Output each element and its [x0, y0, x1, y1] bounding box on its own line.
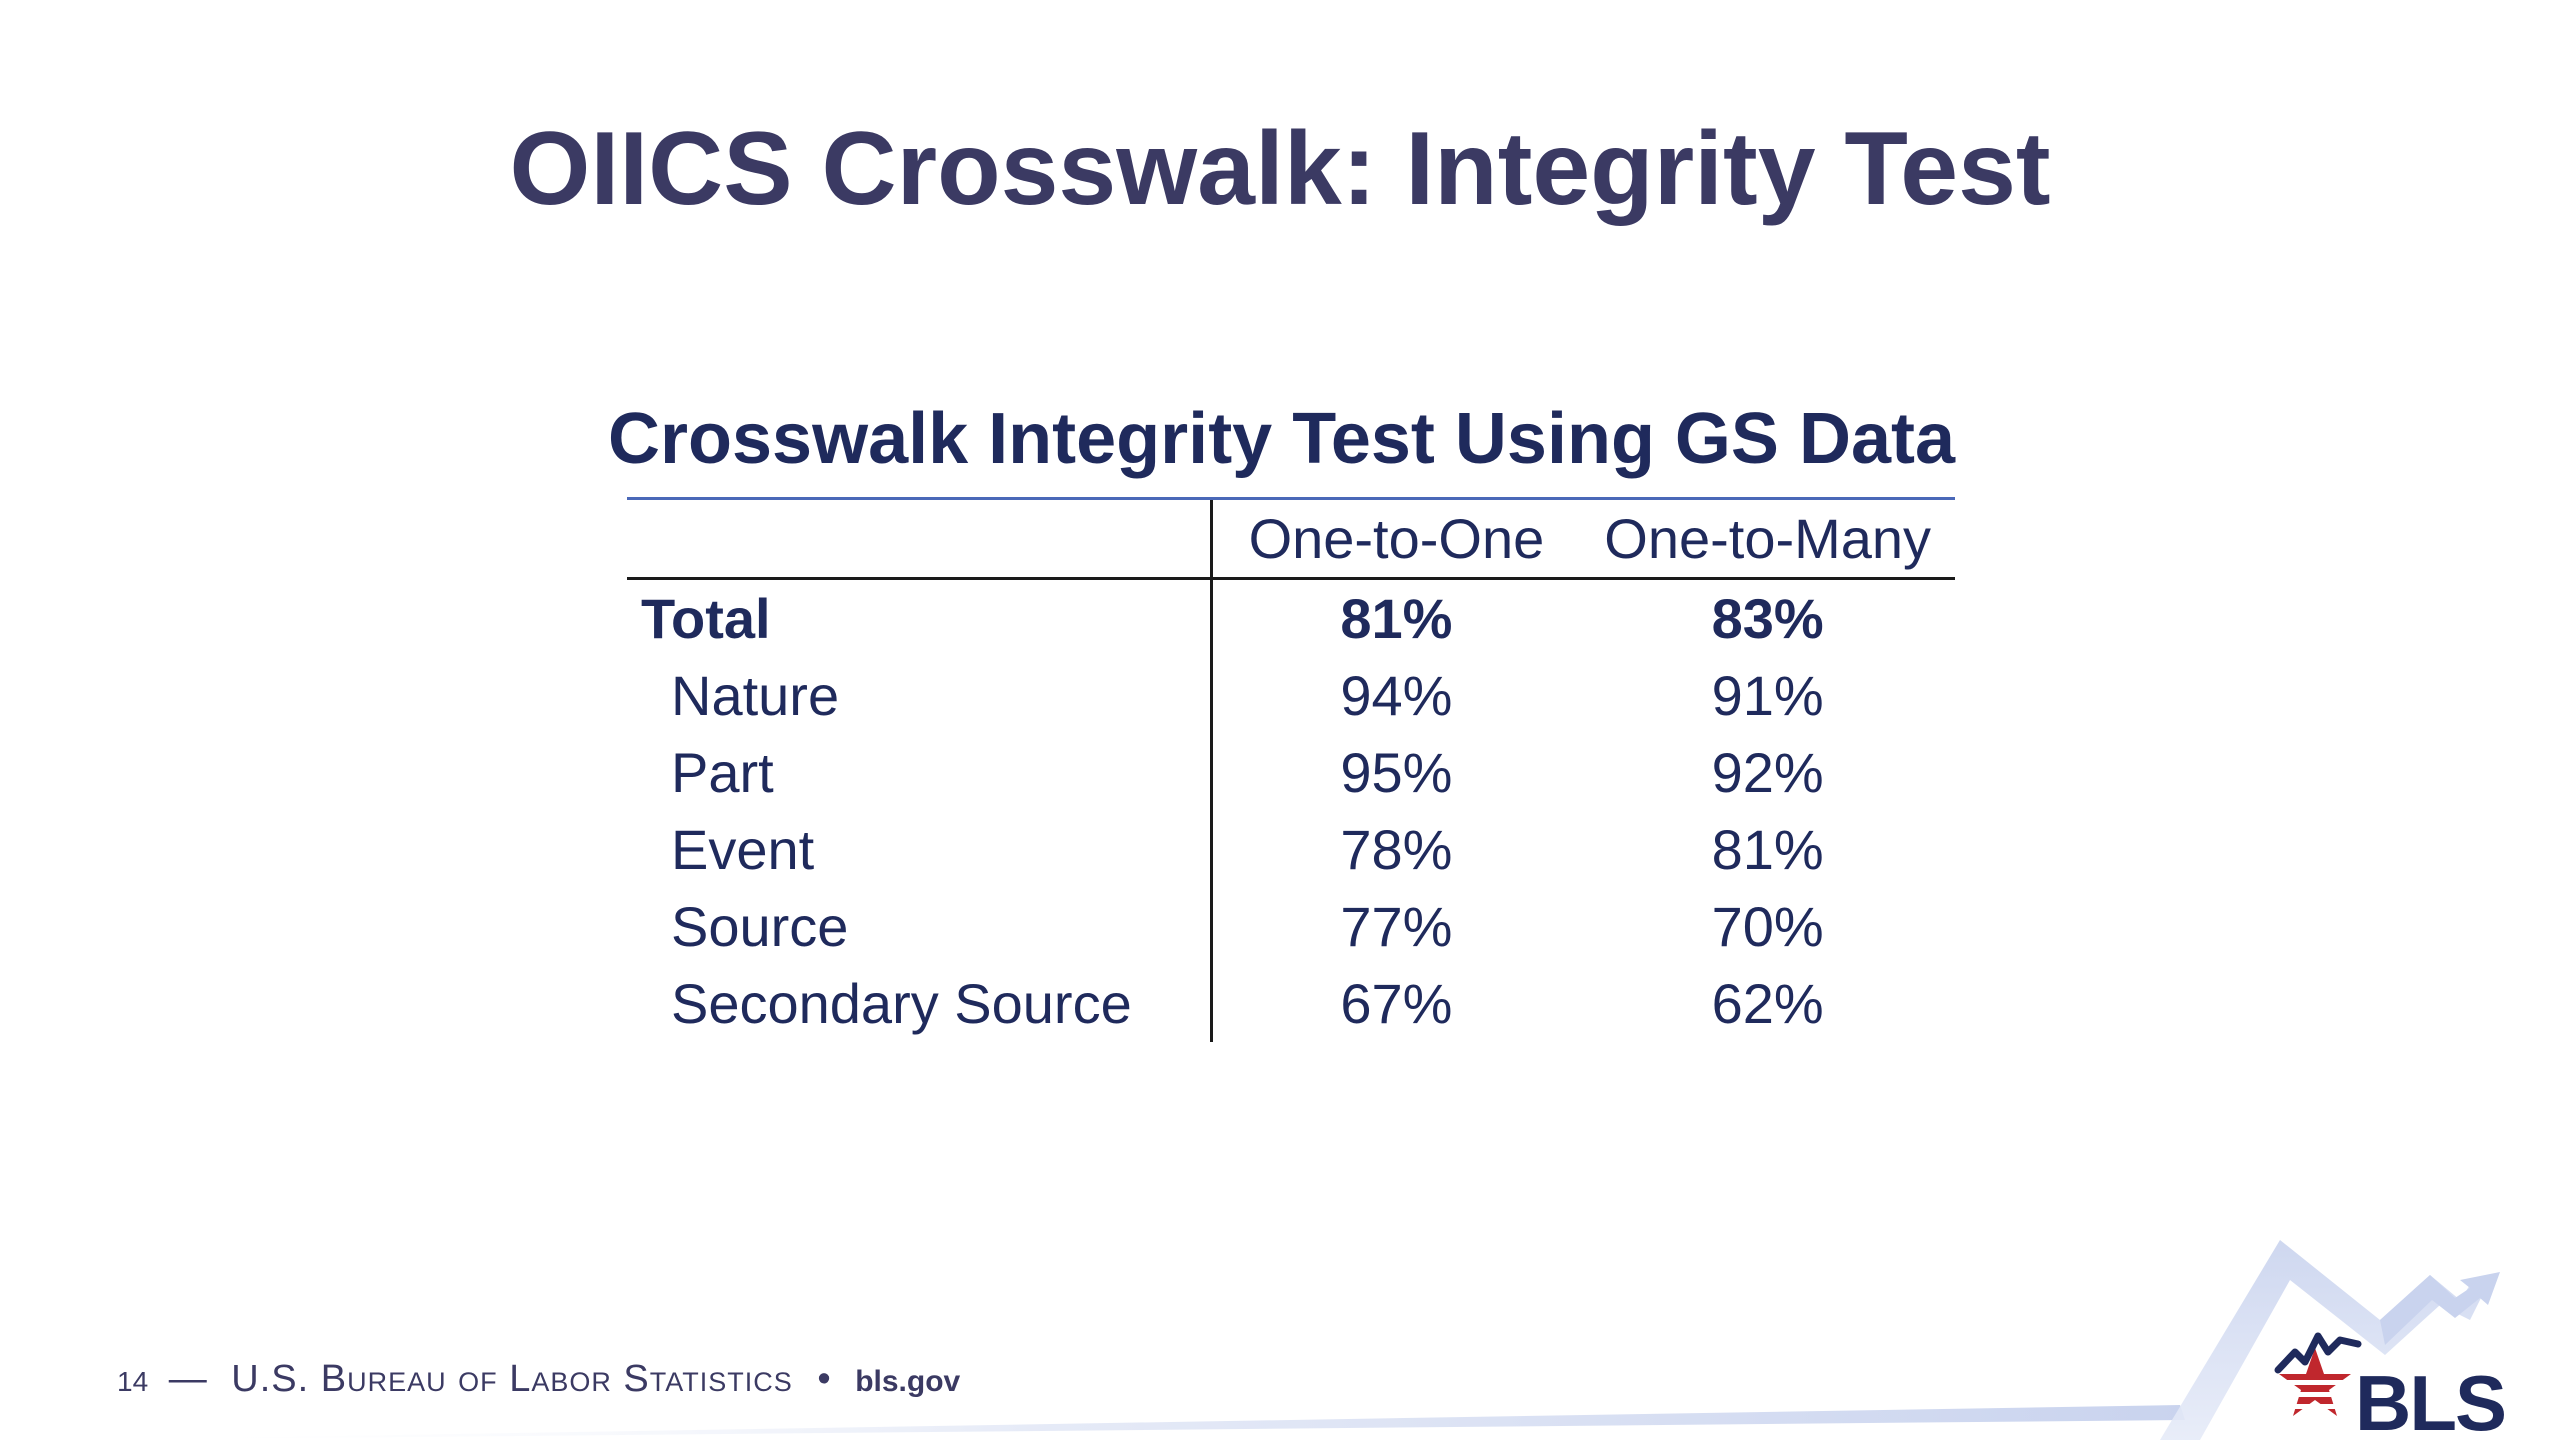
footer-organization: U.S. Bureau of Labor Statistics: [231, 1358, 793, 1400]
row-label: Total: [627, 578, 1213, 657]
row-label: Nature: [627, 657, 1213, 734]
cell-one-to-many: 62%: [1711, 972, 1824, 1035]
cell-one-to-many: 83%: [1711, 587, 1824, 650]
cell-one-to-one: 77%: [1340, 895, 1453, 958]
swoosh-arrow: [2380, 1272, 2500, 1345]
table-title-underline: [627, 497, 1955, 500]
cell-one-to-one: 78%: [1340, 818, 1453, 881]
table-row: Source 77% 70%: [627, 888, 1955, 965]
cell-one-to-many: 81%: [1711, 818, 1824, 881]
footer-website-link[interactable]: bls.gov: [855, 1365, 961, 1398]
table-header-row: One-to-One One-to-Many: [627, 500, 1955, 580]
swoosh-mountain: [2160, 1240, 2490, 1440]
table-row-total: Total 81% 83%: [627, 578, 1955, 657]
cell-one-to-many: 92%: [1711, 741, 1824, 804]
integrity-table: One-to-One One-to-Many Total 81% 83% Nat…: [627, 500, 1955, 1042]
cell-one-to-many: 70%: [1711, 895, 1824, 958]
swoosh-band: [100, 1405, 2185, 1440]
slide-footer: 14 — U.S. Bureau of Labor Statistics • b…: [117, 1358, 960, 1401]
row-label: Secondary Source: [627, 965, 1213, 1042]
table-title: Crosswalk Integrity Test Using GS Data: [608, 399, 1956, 479]
table-row: Secondary Source 67% 62%: [627, 965, 1955, 1042]
table-row: Part 95% 92%: [627, 734, 1955, 811]
cell-one-to-one: 67%: [1340, 972, 1453, 1035]
logo-chart-line: [2274, 1332, 2362, 1374]
header-one-to-many: One-to-Many: [1580, 500, 1955, 580]
cell-one-to-one: 95%: [1340, 741, 1453, 804]
page-number: 14: [117, 1366, 149, 1397]
cell-one-to-one: 94%: [1340, 664, 1453, 727]
header-one-to-one: One-to-One: [1211, 500, 1581, 580]
row-label: Part: [627, 734, 1213, 811]
bls-logo-text: BLS: [2355, 1359, 2507, 1440]
cell-one-to-one: 81%: [1340, 587, 1453, 650]
slide-title: OIICS Crosswalk: Integrity Test: [509, 111, 2051, 227]
bls-star-chart-logo-icon: [2274, 1332, 2362, 1416]
footer-dash: —: [168, 1358, 207, 1400]
row-label: Event: [627, 811, 1213, 888]
cell-one-to-many: 91%: [1711, 664, 1824, 727]
table-row: Event 78% 81%: [627, 811, 1955, 888]
row-label: Source: [627, 888, 1213, 965]
header-label-column: [627, 500, 1213, 580]
footer-separator: •: [817, 1358, 831, 1400]
table-row: Nature 94% 91%: [627, 657, 1955, 734]
